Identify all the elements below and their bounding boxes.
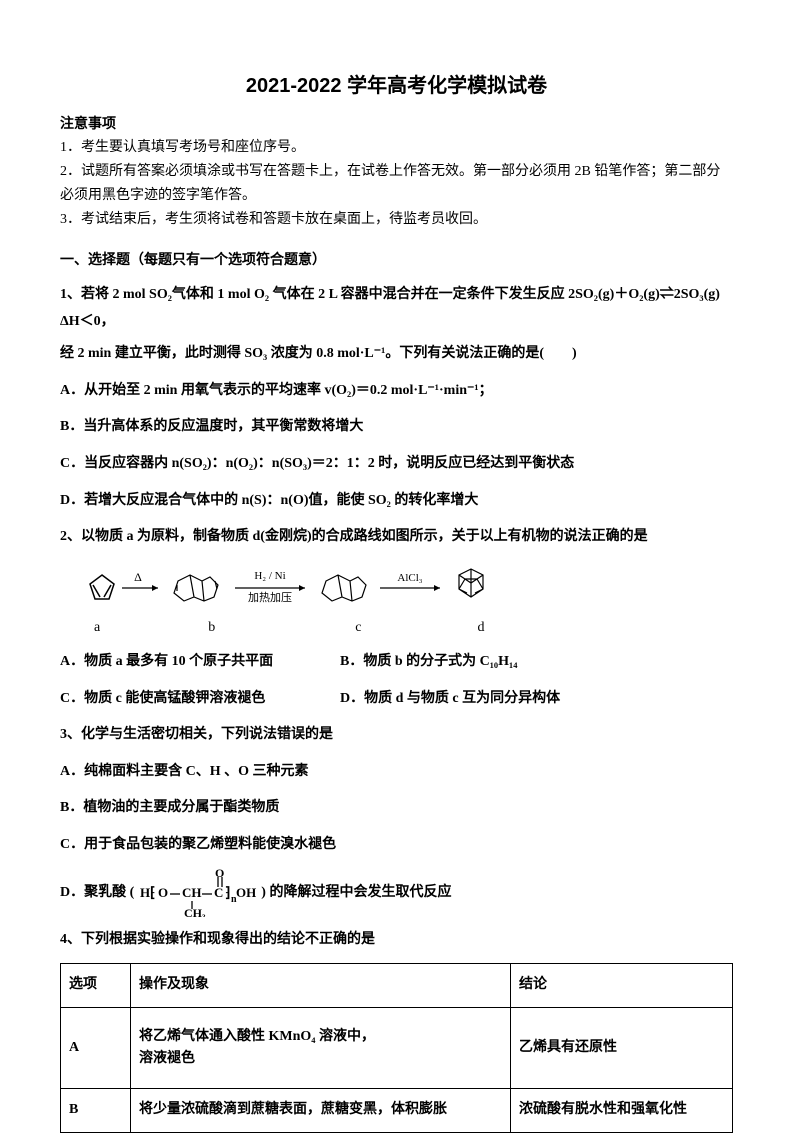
arrow-1: Δ: [122, 570, 158, 591]
q2-stem: 2、以物质 a 为原料，制备物质 d(金刚烷)的合成路线如图所示，关于以上有机物…: [60, 524, 733, 551]
header-col1: 选项: [61, 964, 131, 1007]
q2-diagram: Δ H₂ / Ni 加热加压 AlCl₃: [80, 563, 733, 613]
row-b-operation: 将少量浓硫酸滴到蔗糖表面，蔗糖变黑，体积膨胀: [131, 1089, 511, 1132]
label-d: d: [477, 617, 484, 639]
svg-text:H: H: [140, 885, 150, 900]
svg-text:OH: OH: [236, 885, 256, 900]
table-header-row: 选项 操作及现象 结论: [61, 964, 733, 1007]
q2-optB: B．物质 b 的分子式为 C₁₀H₁₄: [340, 649, 517, 676]
svg-text:加热加压: 加热加压: [248, 591, 292, 604]
svg-text:CH₃: CH₃: [184, 906, 206, 917]
q1-optA: A．从开始至 2 min 用氧气表示的平均速率 v(O₂)＝0.2 mol·L⁻…: [60, 378, 733, 405]
compound-d-icon: [459, 569, 483, 597]
q2-labels: a b c d: [94, 617, 733, 639]
q2-optD: D．物质 d 与物质 c 互为同分异构体: [340, 686, 560, 713]
reaction-scheme: Δ H₂ / Ni 加热加压 AlCl₃: [80, 563, 530, 613]
row-b-conclusion: 浓硫酸有脱水性和强氧化性: [511, 1089, 733, 1132]
svg-text:O: O: [215, 869, 224, 880]
polylactic-acid-formula: H ⁅ O CH CH₃ C O ⁆ n OH: [138, 869, 258, 917]
notice-header: 注意事项: [60, 114, 733, 136]
row-a-conclusion: 乙烯具有还原性: [511, 1007, 733, 1089]
row-a-opt: A: [61, 1007, 131, 1089]
q2-optC: C．物质 c 能使高锰酸钾溶液褪色: [60, 686, 340, 713]
q3-optD-prefix: D．聚乳酸 (: [60, 885, 138, 900]
q1-line1: 1、若将 2 mol SO₂气体和 1 mol O₂ 气体在 2 L 容器中混合…: [60, 282, 733, 335]
header-col2: 操作及现象: [131, 964, 511, 1007]
table-row: B 将少量浓硫酸滴到蔗糖表面，蔗糖变黑，体积膨胀 浓硫酸有脱水性和强氧化性: [61, 1089, 733, 1132]
label-b: b: [208, 617, 215, 639]
compound-b-icon: [174, 575, 218, 601]
svg-text:H₂ / Ni: H₂ / Ni: [254, 570, 285, 582]
section-1-header: 一、选择题（每题只有一个选项符合题意）: [60, 250, 733, 272]
header-col3: 结论: [511, 964, 733, 1007]
q1-optD: D．若增大反应混合气体中的 n(S)：n(O)值，能使 SO₂ 的转化率增大: [60, 488, 733, 515]
q2-optA: A．物质 a 最多有 10 个原子共平面: [60, 649, 340, 676]
q3-stem: 3、化学与生活密切相关，下列说法错误的是: [60, 722, 733, 749]
compound-c-icon: [322, 575, 366, 601]
row-a-operation: 将乙烯气体通入酸性 KMnO₄ 溶液中， 溶液褪色: [131, 1007, 511, 1089]
notice-item-2: 2．试题所有答案必须填涂或书写在答题卡上，在试卷上作答无效。第一部分必须用 2B…: [60, 160, 733, 208]
q3-optD: D．聚乳酸 ( H ⁅ O CH CH₃ C O ⁆ n OH ) 的降解过程中…: [60, 869, 733, 917]
q1-line2: 经 2 min 建立平衡，此时测得 SO₃ 浓度为 0.8 mol·L⁻¹。下列…: [60, 341, 733, 368]
q4-stem: 4、下列根据实验操作和现象得出的结论不正确的是: [60, 927, 733, 954]
q3-optD-suffix: ) 的降解过程中会发生取代反应: [261, 885, 451, 900]
q1-optB: B．当升高体系的反应温度时，其平衡常数将增大: [60, 414, 733, 441]
svg-text:⁆: ⁆: [225, 886, 230, 901]
q3-optC: C．用于食品包装的聚乙烯塑料能使溴水褪色: [60, 832, 733, 859]
q4-table: 选项 操作及现象 结论 A 将乙烯气体通入酸性 KMnO₄ 溶液中， 溶液褪色 …: [60, 963, 733, 1133]
svg-text:Δ: Δ: [134, 570, 142, 584]
svg-text:AlCl₃: AlCl₃: [397, 572, 422, 584]
compound-a-icon: [90, 575, 114, 599]
arrow-2: H₂ / Ni 加热加压: [235, 570, 305, 604]
svg-text:CH: CH: [182, 885, 202, 900]
notice-item-3: 3．考试结束后，考生须将试卷和答题卡放在桌面上，待监考员收回。: [60, 208, 733, 232]
notice-item-1: 1．考生要认真填写考场号和座位序号。: [60, 136, 733, 160]
row-b-opt: B: [61, 1089, 131, 1132]
arrow-3: AlCl₃: [380, 572, 440, 591]
svg-text:C: C: [214, 885, 223, 900]
svg-text:O: O: [158, 885, 168, 900]
svg-text:⁅: ⁅: [150, 886, 155, 901]
q1-optC: C．当反应容器内 n(SO₂)：n(O₂)：n(SO₃)＝2：1：2 时，说明反…: [60, 451, 733, 478]
table-row: A 将乙烯气体通入酸性 KMnO₄ 溶液中， 溶液褪色 乙烯具有还原性: [61, 1007, 733, 1089]
q3-optA: A．纯棉面料主要含 C、H 、O 三种元素: [60, 759, 733, 786]
q3-optB: B．植物油的主要成分属于酯类物质: [60, 795, 733, 822]
page-title: 2021-2022 学年高考化学模拟试卷: [60, 70, 733, 102]
